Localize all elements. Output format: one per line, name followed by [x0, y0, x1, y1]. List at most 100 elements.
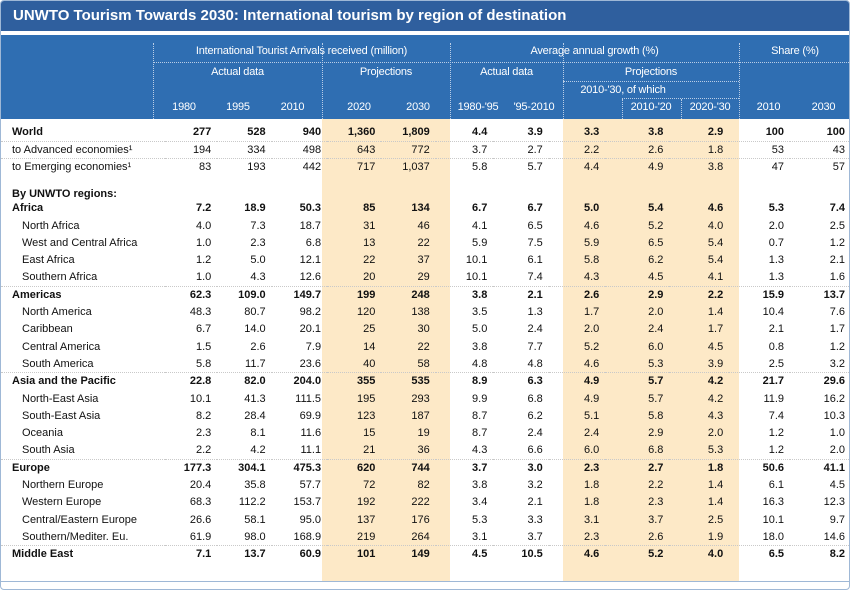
table-cell: 4.8 [493, 355, 549, 374]
table-cell: 5.9 [472, 236, 488, 249]
table-cell: 8.7 [472, 409, 488, 422]
table-cell: 168.9 [271, 528, 328, 547]
table-row: South Asia 2.2 4.2 11.1 21 36 4.3 6.6 6.0 6.8 5.3 1… [1, 441, 849, 460]
table-row: South-East Asia 8.2 28.4 69.9 123 187 8.7 6.2 5.… [1, 407, 849, 424]
table-cell: 2.0 [768, 219, 785, 232]
table-cell: 15 [363, 427, 376, 440]
table-cell: 5.4 [707, 236, 724, 249]
header-of-which: 2010-'30, of which [580, 84, 666, 96]
table-cell: 2.6 [605, 528, 670, 547]
col-header-1995: 1995 [226, 101, 250, 113]
table-cell: 3.1 [435, 528, 494, 547]
table-cell: 355 [357, 375, 376, 388]
table-cell: 6.6 [493, 441, 549, 460]
table-cell: 2.3 [196, 427, 212, 440]
table-cell: 134 [411, 202, 430, 215]
table-cell: 35.8 [244, 478, 266, 491]
table-cell: 14 [363, 340, 376, 353]
row-label: Oceania [22, 427, 63, 440]
table-cell: 3.7 [435, 141, 494, 159]
table-cell: 149.7 [293, 288, 322, 301]
table-cell: 41.3 [244, 392, 266, 405]
table-cell: 82 [417, 478, 430, 491]
header-group-growth: Average annual growth (%) [530, 45, 659, 57]
table-cell: 26.6 [189, 513, 212, 526]
table-cell: 2.2 [548, 141, 606, 159]
table-cell: 40 [327, 355, 382, 374]
table-cell: 7.4 [493, 268, 549, 287]
table-cell: 4.2 [217, 441, 272, 460]
table-cell: 10.1 [465, 254, 488, 267]
table-row: to Emerging economies¹ 83 193 442 717 1,037 5.… [1, 158, 849, 175]
table-cell: 1.7 [583, 306, 600, 319]
table-cell: 111.5 [295, 392, 322, 405]
table-cell: 53 [729, 141, 791, 159]
table-cell: 21.7 [762, 375, 785, 388]
table-cell: 5.8 [165, 355, 218, 374]
table-cell: 6.0 [648, 340, 664, 353]
table-cell: 5.4 [707, 254, 724, 267]
table-row: South America 5.8 11.7 23.6 40 58 4.8 4.8 4.6 5.3… [1, 355, 849, 374]
row-label: World [1, 123, 166, 142]
table-cell: 6.5 [768, 548, 785, 561]
col-header-2020: 2020 [347, 101, 371, 113]
table-cell: 2.2 [165, 441, 218, 460]
table-cell: 1.0 [165, 268, 218, 287]
table-cell: 4.6 [707, 202, 724, 215]
table-cell: 1.8 [707, 461, 724, 474]
table-cell: 8.2 [829, 548, 845, 561]
table-cell: 3.5 [472, 306, 488, 319]
table-cell: 7.5 [527, 236, 543, 249]
table-cell: 717 [357, 161, 376, 174]
table-cell: 7.4 [829, 202, 845, 215]
table-cell: 3.8 [472, 478, 488, 491]
table-cell: 2.9 [648, 427, 664, 440]
header-projections-arrivals: Projections [359, 66, 413, 78]
table-cell: 5.1 [583, 409, 600, 422]
table-row: to Advanced economies¹ 194 334 498 643 772 3.7… [1, 141, 849, 159]
table-cell: 1.8 [583, 478, 600, 491]
table-cell: 2.2 [648, 478, 664, 491]
table-cell: 6.7 [472, 202, 488, 215]
table-cell: 10.3 [823, 409, 845, 422]
table-cell: 5.7 [527, 161, 543, 174]
table-cell: 29 [381, 268, 436, 287]
table-cell: 1.2 [829, 236, 845, 249]
table-cell: 4.4 [583, 161, 600, 174]
table-cell: 11.6 [300, 427, 322, 440]
table-cell: 18.9 [244, 202, 266, 215]
table-cell: 1,360 [327, 123, 382, 142]
table-cell: 10.1 [762, 513, 785, 526]
table-cell: 3.8 [472, 340, 488, 353]
table-cell: 20.4 [189, 478, 212, 491]
table-cell: 98.2 [299, 306, 322, 319]
table-cell: 3.9 [669, 355, 730, 374]
table-cell: 1.2 [196, 254, 212, 267]
table-cell: 31 [363, 219, 376, 232]
table-cell: 195 [357, 392, 376, 405]
table-cell: 149 [411, 548, 430, 561]
table-cell: 22 [417, 340, 430, 353]
table-row: Northern Europe 20.4 35.8 57.7 72 82 3.8 3.2 1.8… [1, 476, 849, 493]
table-cell: 30 [417, 323, 430, 336]
table-cell: 82.0 [244, 375, 266, 388]
table-cell: 7.3 [250, 219, 266, 232]
table-cell: 2.7 [493, 141, 549, 159]
table-cell: 293 [411, 392, 430, 405]
table-cell: 85 [363, 202, 376, 215]
table-cell: 177.3 [183, 461, 212, 474]
table-cell: 6.1 [527, 254, 543, 267]
col-header-1980-95: 1980-'95 [457, 101, 499, 113]
table-cell: 1.6 [790, 268, 849, 287]
row-label: North-East Asia [22, 392, 99, 405]
col-header-2010: 2010 [280, 101, 305, 113]
table-cell: 4.3 [217, 268, 272, 287]
table-cell: 11.1 [271, 441, 328, 460]
table-cell: 1.3 [527, 306, 543, 319]
table-cell: 10.5 [521, 548, 543, 561]
table-cell: 41.1 [823, 461, 845, 474]
row-label: Middle East [12, 548, 74, 561]
table-cell: 1.2 [729, 441, 791, 460]
table-cell: 29.6 [823, 375, 845, 388]
row-label: Southern Africa [1, 268, 166, 287]
